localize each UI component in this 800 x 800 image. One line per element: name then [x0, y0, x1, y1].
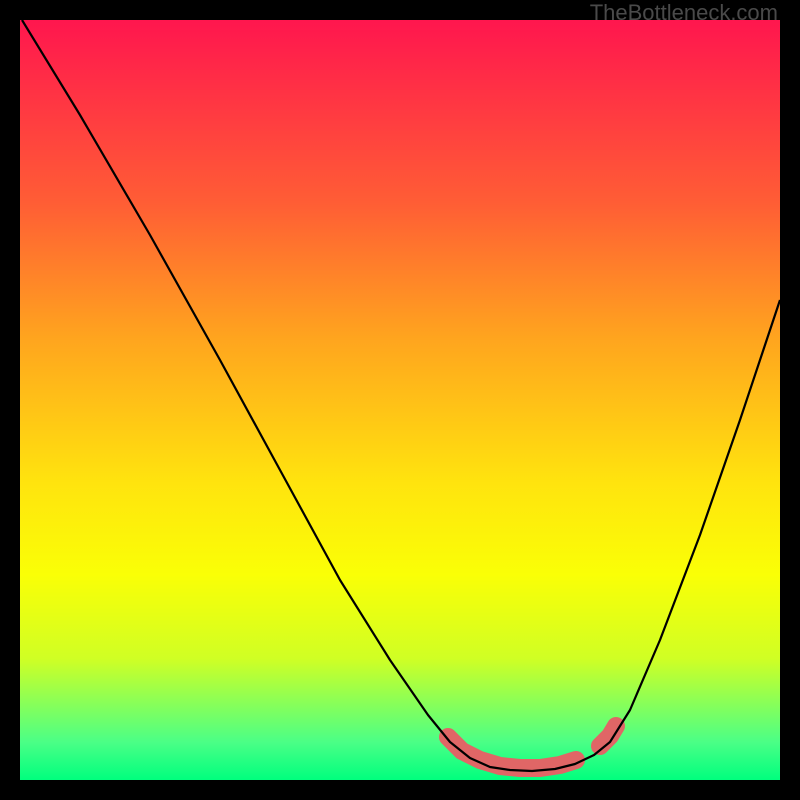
plot-area [20, 20, 780, 780]
chart-svg [20, 20, 780, 780]
chart-frame: TheBottleneck.com [0, 0, 800, 800]
highlight-segment-2 [600, 726, 616, 746]
watermark-text: TheBottleneck.com [590, 0, 778, 26]
highlight-segment-1 [448, 737, 576, 768]
bottleneck-curve [22, 20, 780, 771]
